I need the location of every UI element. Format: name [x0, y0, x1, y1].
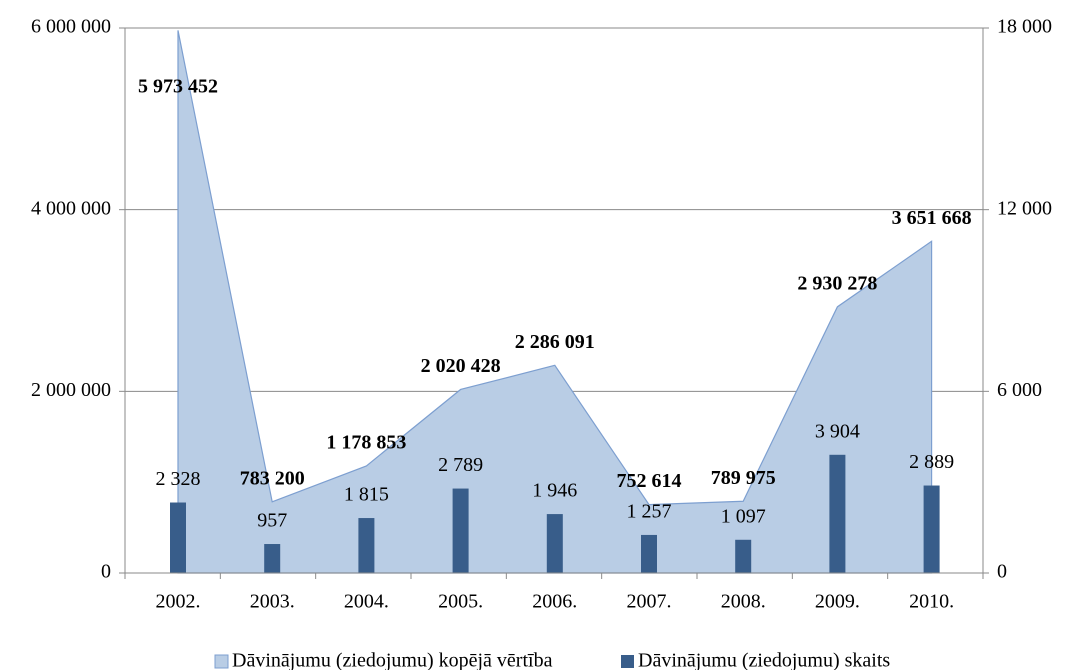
x-tick-label: 2003.: [250, 591, 295, 613]
area-value-label: 1 178 853: [326, 432, 406, 454]
bar: [452, 488, 469, 573]
area-value-label: 2 930 278: [797, 272, 877, 294]
bar-value-label: 1 257: [627, 501, 672, 523]
y2-tick-label: 12 000: [997, 197, 1052, 219]
y2-tick-label: 6 000: [997, 379, 1042, 401]
bar-value-label: 3 904: [815, 420, 860, 442]
bar: [264, 544, 281, 573]
area-value-label: 3 651 668: [892, 207, 972, 229]
bar-value-label: 1 815: [344, 484, 389, 506]
area-value-label: 783 200: [240, 467, 305, 489]
bar-value-label: 1 946: [532, 480, 577, 502]
x-tick-label: 2009.: [815, 591, 860, 613]
area-value-label: 752 614: [617, 470, 682, 492]
bar: [358, 518, 375, 573]
bar-value-label: 2 328: [156, 468, 201, 490]
y-tick-label: 2 000 000: [31, 379, 111, 401]
bar: [546, 514, 563, 573]
area-value-label: 2 020 428: [421, 355, 501, 377]
x-tick-label: 2005.: [438, 591, 483, 613]
x-tick-label: 2006.: [532, 591, 577, 613]
x-tick-label: 2004.: [344, 591, 389, 613]
bar: [829, 454, 846, 573]
y-tick-label: 0: [101, 561, 111, 583]
bar: [641, 534, 657, 573]
bar-value-label: 957: [257, 510, 287, 532]
legend-swatch: [214, 654, 229, 669]
bar: [735, 539, 752, 573]
y-tick-label: 4 000 000: [31, 197, 111, 219]
bar-value-label: 1 097: [721, 505, 766, 527]
x-tick-label: 2007.: [627, 591, 672, 613]
bar: [170, 502, 186, 573]
legend-label: Dāvinājumu (ziedojumu) skaits: [638, 650, 890, 670]
legend-swatch: [621, 655, 634, 668]
area-value-label: 789 975: [711, 467, 776, 489]
x-tick-label: 2002.: [156, 591, 201, 613]
x-tick-label: 2008.: [721, 591, 766, 613]
area-value-label: 5 973 452: [138, 76, 218, 98]
x-tick-label: 2010.: [909, 591, 954, 613]
y2-tick-label: 18 000: [997, 16, 1052, 38]
y2-tick-label: 0: [997, 561, 1007, 583]
y-tick-label: 6 000 000: [31, 16, 111, 38]
bar: [923, 485, 940, 573]
area-value-label: 2 286 091: [515, 331, 595, 353]
area: [177, 30, 933, 574]
legend-label: Dāvinājumu (ziedojumu) kopējā vērtība: [232, 650, 553, 670]
bar-value-label: 2 789: [438, 454, 483, 476]
bar-value-label: 2 889: [909, 451, 954, 473]
